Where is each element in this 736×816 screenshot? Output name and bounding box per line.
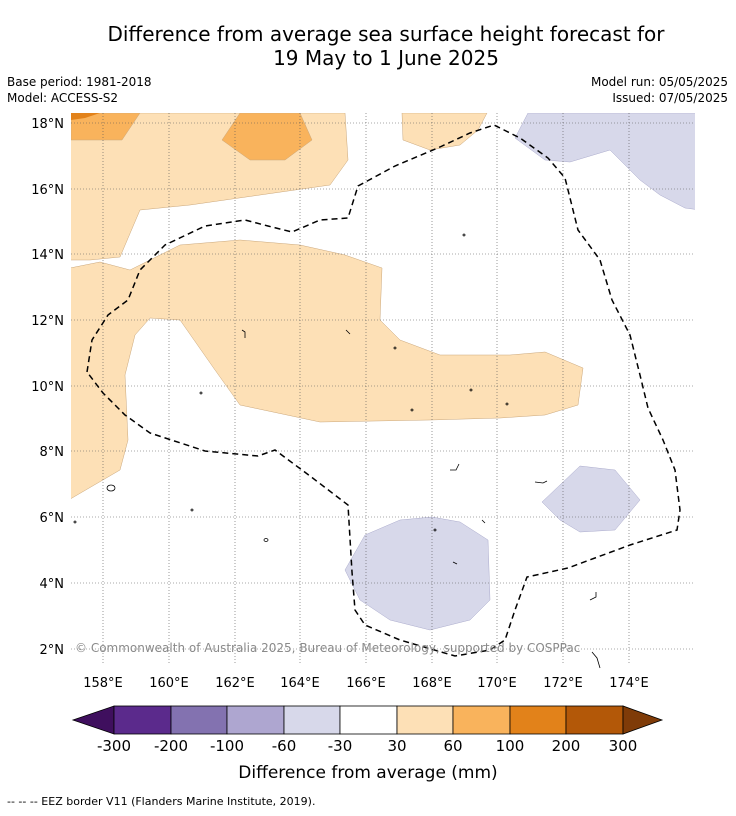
base-period: Base period: 1981-2018 bbox=[7, 75, 152, 89]
colorbar-segment bbox=[509, 705, 567, 735]
lon-label: 164°E bbox=[280, 676, 320, 691]
model-info-right: Model run: 05/05/2025 Issued: 07/05/2025 bbox=[591, 74, 728, 106]
lon-label: 162°E bbox=[215, 676, 255, 691]
colorbar-title: Difference from average (mm) bbox=[238, 763, 497, 783]
colorbar-min-extend bbox=[71, 705, 115, 735]
lon-label: 166°E bbox=[346, 676, 386, 691]
title-line-1: Difference from average sea surface heig… bbox=[107, 22, 665, 46]
lat-label: 10°N bbox=[31, 380, 64, 395]
colorbar-tick: 200 bbox=[552, 737, 581, 755]
anomaly-region-neg30-neg60 bbox=[541, 465, 641, 533]
lon-label: 174°E bbox=[609, 676, 649, 691]
colorbar: -300 -200 -100 -60 -30 30 60 100 200 300… bbox=[71, 705, 664, 783]
map-area bbox=[71, 113, 695, 631]
anomaly-region-neg30-neg60 bbox=[344, 516, 491, 631]
title-line-2: 19 May to 1 June 2025 bbox=[273, 46, 499, 70]
colorbar-segment bbox=[113, 705, 172, 735]
colorbar-tick: 30 bbox=[387, 737, 406, 755]
lat-label: 12°N bbox=[31, 314, 64, 329]
lat-label: 4°N bbox=[40, 577, 65, 592]
colorbar-segment bbox=[565, 705, 624, 735]
lon-label: 158°E bbox=[83, 676, 123, 691]
anomaly-region-neg30-neg60 bbox=[514, 113, 695, 210]
eez-legend-note: -- -- -- EEZ border V11 (Flanders Marine… bbox=[7, 795, 316, 808]
issued-date: Issued: 07/05/2025 bbox=[612, 91, 728, 105]
lon-label: 170°E bbox=[477, 676, 517, 691]
anomaly-region-60-100 bbox=[71, 113, 141, 141]
colorbar-tick: 100 bbox=[496, 737, 525, 755]
colorbar-tick: -100 bbox=[210, 737, 244, 755]
colorbar-segment bbox=[396, 705, 454, 735]
colorbar-segment bbox=[170, 705, 228, 735]
colorbar-tick: -300 bbox=[97, 737, 131, 755]
lon-label: 172°E bbox=[543, 676, 583, 691]
lon-label: 160°E bbox=[149, 676, 189, 691]
model-name: Model: ACCESS-S2 bbox=[7, 91, 119, 105]
colorbar-tick: 60 bbox=[443, 737, 462, 755]
colorbar-segment bbox=[226, 705, 285, 735]
lat-label: 18°N bbox=[31, 117, 64, 132]
anomaly-region-30-60 bbox=[71, 239, 584, 499]
colorbar-max-extend bbox=[622, 705, 664, 735]
anomaly-region-100-200 bbox=[71, 113, 100, 120]
colorbar-tick: 300 bbox=[609, 737, 638, 755]
lat-label: 2°N bbox=[40, 643, 65, 658]
model-info-left: Base period: 1981-2018 Model: ACCESS-S2 bbox=[7, 74, 152, 106]
anomaly-region-60-100 bbox=[221, 113, 313, 161]
copyright-notice: © Commonwealth of Australia 2025, Bureau… bbox=[75, 641, 580, 655]
colorbar-tick: -30 bbox=[328, 737, 353, 755]
lat-label: 14°N bbox=[31, 248, 64, 263]
islands bbox=[73, 233, 601, 669]
longitude-labels: 158°E 160°E 162°E 164°E 166°E 168°E 170°… bbox=[83, 676, 649, 691]
chart-title: Difference from average sea surface heig… bbox=[0, 22, 736, 70]
colorbar-segment bbox=[339, 705, 398, 735]
colorbar-tick: -200 bbox=[154, 737, 188, 755]
colorbar-segment bbox=[452, 705, 511, 735]
anomaly-region-30-60 bbox=[401, 113, 488, 151]
lat-label: 8°N bbox=[40, 445, 65, 460]
model-run-date: Model run: 05/05/2025 bbox=[590, 75, 728, 89]
colorbar-segment bbox=[283, 705, 341, 735]
lat-label: 16°N bbox=[31, 183, 64, 198]
latitude-labels: 2°N 4°N 6°N 8°N 10°N 12°N 14°N 16°N 18°N bbox=[31, 117, 64, 658]
lat-label: 6°N bbox=[40, 511, 65, 526]
lat-lon-gridlines bbox=[71, 113, 695, 665]
lon-label: 168°E bbox=[412, 676, 452, 691]
colorbar-tick: -60 bbox=[272, 737, 297, 755]
